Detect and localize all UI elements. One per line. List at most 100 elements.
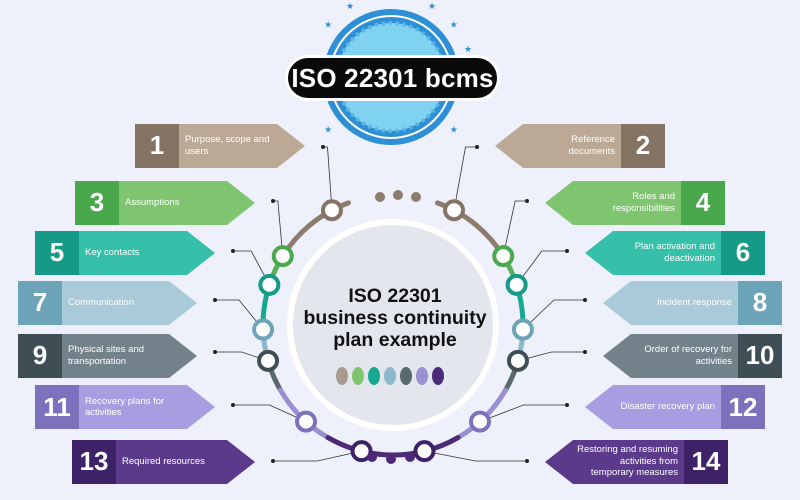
leader-line: [233, 404, 307, 422]
section-arrow-shape: [603, 333, 782, 378]
section-number: 2: [635, 130, 651, 160]
plan-section-14: 14 Restoring and resuming activities from…: [545, 439, 728, 484]
section-arrow-shape: [72, 439, 255, 484]
ring-node: [468, 410, 491, 433]
ring-arc: [325, 435, 461, 458]
ring-nodes: [252, 199, 534, 463]
leader-dot: [213, 298, 217, 302]
section-number: 13: [79, 446, 109, 476]
section-arrow-shape: [545, 180, 725, 225]
star-icon: ★: [450, 125, 458, 135]
section-number-box: [135, 123, 179, 168]
section-label: Recovery plans for activities: [85, 395, 165, 419]
section-arrow-shape: [495, 123, 665, 168]
plan-section-9: 9 Physical sites and transportation: [18, 333, 197, 378]
section-arrow-body: [545, 180, 681, 225]
plan-section-6: 6 Plan activation and deactivation: [585, 230, 765, 275]
leader-line: [517, 351, 585, 362]
section-arrow-shape: [18, 280, 197, 325]
section-number-box: [681, 180, 725, 225]
section-label: Physical sites and transportation: [68, 344, 145, 367]
leader-line: [522, 299, 585, 330]
section-arrow-shape: [585, 385, 765, 429]
leader-line: [233, 250, 270, 286]
leader-dot: [231, 403, 235, 407]
center-title-line-2: business continuity: [303, 307, 487, 329]
section-number-box: [75, 180, 119, 225]
leader-dot: [583, 350, 587, 354]
section-arrow-body: [603, 333, 738, 378]
section-arrow-body: [79, 230, 215, 275]
color-drops: [336, 367, 444, 385]
plan-section-10: 10 Order of recovery for activities: [603, 333, 782, 378]
section-number-box: [721, 385, 765, 429]
section-number: 1: [149, 130, 165, 160]
section-number-box: [35, 385, 79, 429]
center-title-line-1: ISO 22301: [348, 285, 442, 307]
leader-line: [453, 146, 477, 211]
section-label: Required resources: [122, 455, 205, 467]
leader-line: [273, 450, 362, 462]
leader-dot: [231, 249, 235, 253]
ring-node: [258, 273, 281, 296]
leader-dot: [321, 145, 325, 149]
leader-dot: [525, 459, 529, 463]
star-icon: ★: [324, 19, 332, 29]
center-title: ISO 22301 business continuity plan examp…: [298, 285, 492, 351]
section-number: 12: [728, 391, 758, 422]
color-drop: [400, 367, 412, 385]
connector-dot: [375, 192, 385, 202]
plan-section-12: 12 Disaster recovery plan: [585, 385, 765, 429]
section-arrow-body: [179, 123, 305, 168]
section-number-box: [721, 230, 765, 275]
star-icon: ★: [428, 1, 436, 11]
connector-dot: [367, 452, 377, 462]
ring-node: [350, 440, 373, 463]
section-label: Incident response: [657, 296, 732, 308]
color-drop: [416, 367, 428, 385]
star-icon: ★: [346, 1, 354, 11]
section-number: 5: [49, 237, 65, 267]
section-label: Communication: [68, 296, 134, 308]
section-label: Purpose, scope and users: [185, 134, 270, 157]
section-number: 10: [745, 340, 775, 370]
leader-dot: [565, 403, 569, 407]
section-arrow-body: [545, 439, 684, 484]
section-label: Disaster recovery plan: [620, 401, 715, 413]
section-arrow-body: [585, 385, 721, 429]
color-drop: [432, 367, 444, 385]
section-arrow-shape: [18, 333, 197, 378]
color-drop: [336, 367, 348, 385]
section-number: 11: [43, 391, 71, 422]
section-label: Key contacts: [85, 246, 140, 258]
section-label: Restoring and resuming activities from t…: [577, 444, 678, 479]
leader-line: [502, 200, 527, 257]
section-number: 3: [89, 187, 105, 217]
section-arrow-shape: [135, 123, 305, 168]
ring-node: [320, 199, 343, 222]
leader-dot: [565, 249, 569, 253]
section-arrow-body: [116, 439, 255, 484]
connector-dot: [393, 190, 403, 200]
star-icon: ★: [324, 125, 332, 135]
connector-dot: [411, 192, 421, 202]
section-arrow-shape: [585, 230, 765, 275]
leader-dot: [583, 298, 587, 302]
section-arrow-body: [603, 280, 738, 325]
ring-node: [295, 410, 318, 433]
ring-node: [492, 245, 515, 268]
plan-section-8: 8 Incident response: [603, 280, 782, 325]
section-arrow-shape: [603, 280, 782, 325]
section-label: Roles and responsibilities: [612, 191, 675, 214]
connector-dot: [386, 454, 396, 464]
section-arrow-body: [62, 333, 197, 378]
section-arrow-shape: [75, 180, 255, 225]
ring-node: [252, 318, 275, 341]
section-number: 9: [32, 340, 48, 370]
section-number-box: [738, 280, 782, 325]
section-number-box: [621, 123, 665, 168]
section-number: 14: [691, 446, 721, 476]
star-icon: ★: [450, 19, 458, 29]
section-label: Reference documents: [568, 134, 615, 157]
